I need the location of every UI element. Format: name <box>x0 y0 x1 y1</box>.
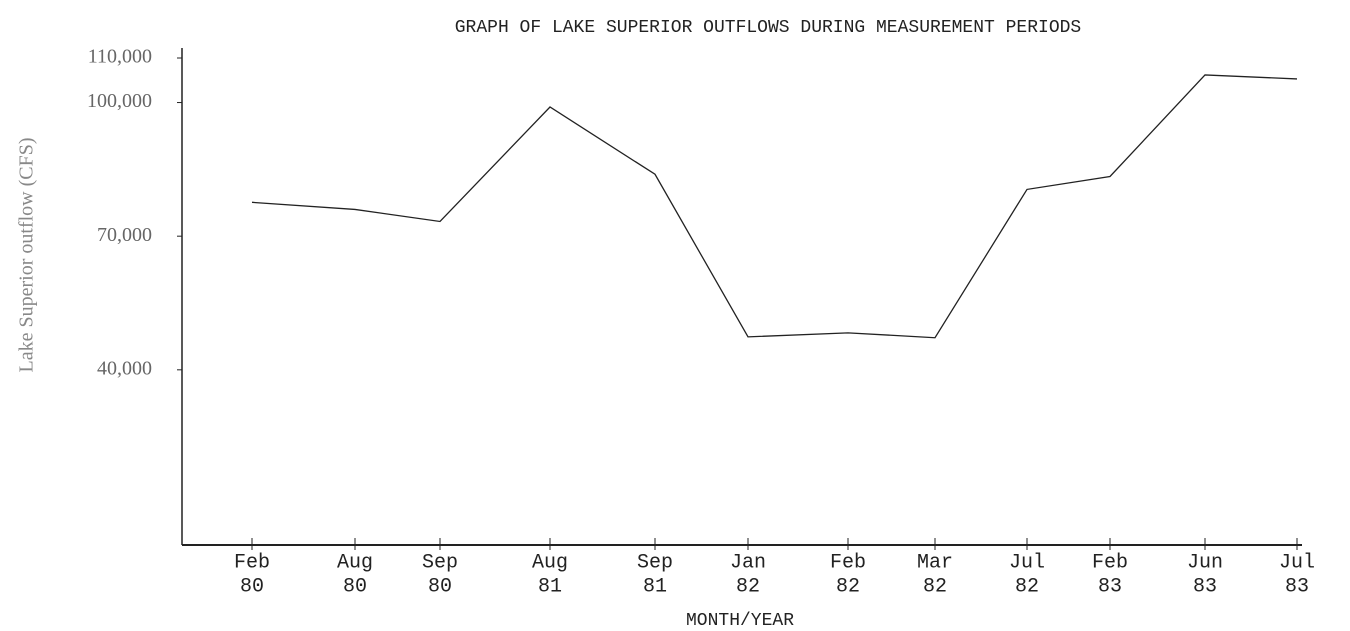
x-tick-label: 80 <box>428 575 452 598</box>
x-tick-label: Mar <box>917 551 953 574</box>
x-tick-label: 83 <box>1285 575 1309 598</box>
x-tick-label: 82 <box>836 575 860 598</box>
x-tick-label: 81 <box>538 575 562 598</box>
x-tick-label: Sep <box>422 551 458 574</box>
data-line <box>251 74 1298 339</box>
x-tick-label: 83 <box>1098 575 1122 598</box>
x-tick-label: Jul <box>1009 551 1045 574</box>
x-tick-label: 80 <box>343 575 367 598</box>
x-tick-label: Jan <box>730 551 766 574</box>
x-tick-label: Feb <box>234 551 270 574</box>
y-axis-label: Lake Superior outflow (CFS) <box>16 138 38 373</box>
x-tick-label: 81 <box>643 575 667 598</box>
x-tick-label: Jul <box>1279 551 1315 574</box>
x-tick-label: 82 <box>1015 575 1039 598</box>
x-tick-label: Feb <box>830 551 866 574</box>
x-tick-label: 83 <box>1193 575 1217 598</box>
x-tick-label: Aug <box>532 551 568 574</box>
y-tick-label: 70,000 <box>97 224 152 246</box>
x-tick-label: 82 <box>736 575 760 598</box>
x-tick-label: Jun <box>1187 551 1223 574</box>
x-tick-label: Sep <box>637 551 673 574</box>
x-axis-label: MONTH/YEAR <box>686 611 794 631</box>
y-tick-label: 100,000 <box>87 90 152 112</box>
chart-title: GRAPH OF LAKE SUPERIOR OUTFLOWS DURING M… <box>455 18 1082 38</box>
y-tick-label: 110,000 <box>88 46 152 68</box>
y-tick-label: 40,000 <box>97 357 152 379</box>
x-tick-label: 80 <box>240 575 264 598</box>
x-tick-label: 82 <box>923 575 947 598</box>
x-tick-label: Feb <box>1092 551 1128 574</box>
x-tick-label: Aug <box>337 551 373 574</box>
